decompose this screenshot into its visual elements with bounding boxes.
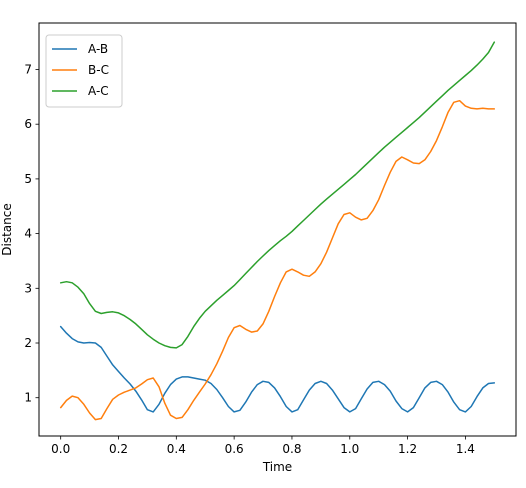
x-tick-label: 1.0 [340, 442, 359, 456]
y-tick-label: 3 [24, 281, 32, 295]
legend-box [45, 34, 123, 108]
series-layer [59, 41, 496, 421]
x-tick-label: 0.8 [282, 442, 301, 456]
y-axis-ticks: 1 2 3 4 5 6 7 [24, 62, 39, 405]
x-tick-label: 1.2 [398, 442, 417, 456]
y-tick-label: 1 [24, 391, 32, 405]
y-tick-label: 2 [24, 336, 32, 350]
x-tick-label: 0.4 [167, 442, 186, 456]
y-tick-label: 7 [24, 62, 32, 76]
x-tick-label: 1.4 [456, 442, 475, 456]
series-line-a-c [59, 41, 496, 349]
legend: A-B B-C A-C [45, 34, 123, 108]
series-line-a-b [59, 325, 496, 413]
y-tick-label: 6 [24, 117, 32, 131]
axes-frame [38, 22, 517, 437]
series-line-b-c [59, 99, 496, 421]
legend-label-a-c: A-C [88, 84, 109, 98]
y-axis-label: Distance [0, 203, 14, 255]
y-tick-label: 4 [24, 227, 32, 241]
x-tick-label: 0.0 [51, 442, 70, 456]
x-axis-label: Time [262, 460, 292, 474]
x-axis-ticks: 0.0 0.2 0.4 0.6 0.8 1.0 1.2 1.4 [51, 436, 475, 456]
x-tick-label: 0.2 [109, 442, 128, 456]
legend-label-b-c: B-C [88, 63, 109, 77]
x-tick-label: 0.6 [225, 442, 244, 456]
y-tick-label: 5 [24, 172, 32, 186]
legend-label-a-b: A-B [88, 42, 108, 56]
